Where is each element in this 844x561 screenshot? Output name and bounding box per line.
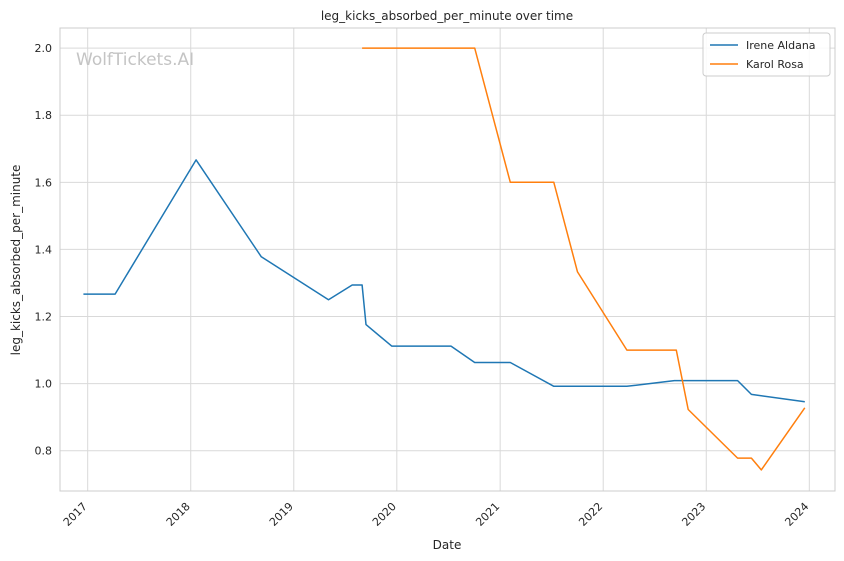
legend-label-irene-aldana: Irene Aldana	[746, 39, 816, 52]
y-axis-title: leg_kicks_absorbed_per_minute	[9, 165, 23, 356]
legend: Irene Aldana Karol Rosa	[702, 32, 831, 77]
series-line-karol-rosa	[362, 47, 806, 471]
y-tick-label-1.6: 1.6	[35, 176, 53, 189]
x-axis-title: Date	[433, 538, 462, 552]
y-tick-label-1.0: 1.0	[35, 378, 53, 391]
legend-box	[702, 32, 831, 77]
y-tick-label-2.0: 2.0	[35, 42, 53, 55]
y-tick-label-1.8: 1.8	[35, 109, 53, 122]
series-line-irene-aldana	[83, 159, 805, 403]
plot-area-frame	[59, 27, 836, 492]
y-tick-label-1.4: 1.4	[35, 243, 53, 256]
y-tick-label-1.2: 1.2	[35, 311, 53, 324]
series-lines	[83, 47, 806, 471]
watermark-text: WolfTickets.AI	[76, 50, 194, 70]
y-tick-label-0.8: 0.8	[35, 445, 53, 458]
legend-label-karol-rosa: Karol Rosa	[746, 58, 804, 71]
gridlines	[60, 28, 835, 491]
y-axis-tick-labels: 0.8 1.0 1.2 1.4 1.6 1.8 2.0	[35, 42, 53, 458]
chart-title: leg_kicks_absorbed_per_minute over time	[321, 9, 573, 23]
